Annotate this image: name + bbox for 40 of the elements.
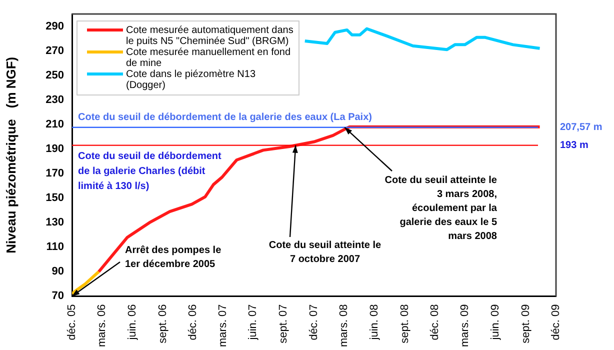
- y-axis-title: Niveau piézométrique (m NGF): [3, 56, 18, 254]
- x-tick-label: mars. 06: [96, 304, 108, 348]
- x-tick-label: déc. 06: [186, 304, 199, 340]
- legend-label: Cote mesurée manuellement en fond de mine: [126, 46, 291, 69]
- y-tick-label: 130: [46, 216, 64, 229]
- annotation: Arrêt des pompes le 1er décembre 2005: [125, 244, 222, 270]
- x-tick-label: juin. 09: [489, 304, 502, 341]
- x-tick-label: mars. 08: [338, 304, 350, 348]
- y-tick-label: 110: [46, 241, 64, 254]
- y-tick-label: 70: [52, 290, 64, 302]
- x-tick-label: sept. 08: [398, 304, 411, 344]
- y-tick-label: 230: [46, 94, 64, 106]
- x-tick-label: sept. 06: [156, 304, 169, 344]
- x-tick-label: juin. 08: [368, 304, 380, 341]
- y-tick-label: 290: [46, 20, 64, 32]
- y-tick-label: 150: [46, 192, 64, 204]
- x-tick-label: déc. 08: [429, 304, 442, 340]
- x-tick-label: juin. 07: [247, 304, 260, 341]
- annotation: Cote du seuil atteinte le 7 octobre 2007: [268, 240, 382, 265]
- x-tick-label: déc. 07: [308, 304, 320, 340]
- y-tick-label: 270: [46, 44, 64, 57]
- legend-label: Cote dans le piézomètre N13 (Dogger): [126, 68, 256, 91]
- ref-line-label: 193 m: [560, 140, 588, 152]
- x-tick-label: mars. 09: [458, 304, 471, 348]
- x-tick-label: sept. 07: [278, 304, 290, 344]
- x-tick-label: mars. 07: [216, 304, 229, 348]
- annotation: Cote du seuil de débordement de la galerie des eaux (La Paix): [78, 112, 372, 123]
- legend-label: Cote mesurée automatiquement dans le puits N5 "Cheminée Sud" (BRGM): [126, 24, 294, 47]
- y-tick-label: 190: [46, 143, 64, 155]
- x-tick-label: déc. 09: [550, 304, 562, 340]
- annotation: Cote du seuil atteinte le 3 mars 2008, écoulement par la galerie des eaux le 5 mars 2008: [384, 174, 498, 242]
- y-tick-label: 90: [52, 266, 64, 278]
- x-tick-label: juin. 06: [126, 304, 138, 341]
- x-tick-label: sept. 09: [520, 304, 532, 344]
- ref-line-label: 207,57 m: [560, 122, 602, 134]
- y-tick-label: 170: [46, 168, 64, 180]
- y-tick-label: 250: [46, 69, 64, 82]
- x-tick-label: déc. 05: [66, 304, 78, 340]
- annotation: Cote du seuil de débordement de la galerie Charles (débit limité à 130 l/s): [78, 150, 222, 192]
- y-tick-label: 210: [46, 118, 64, 130]
